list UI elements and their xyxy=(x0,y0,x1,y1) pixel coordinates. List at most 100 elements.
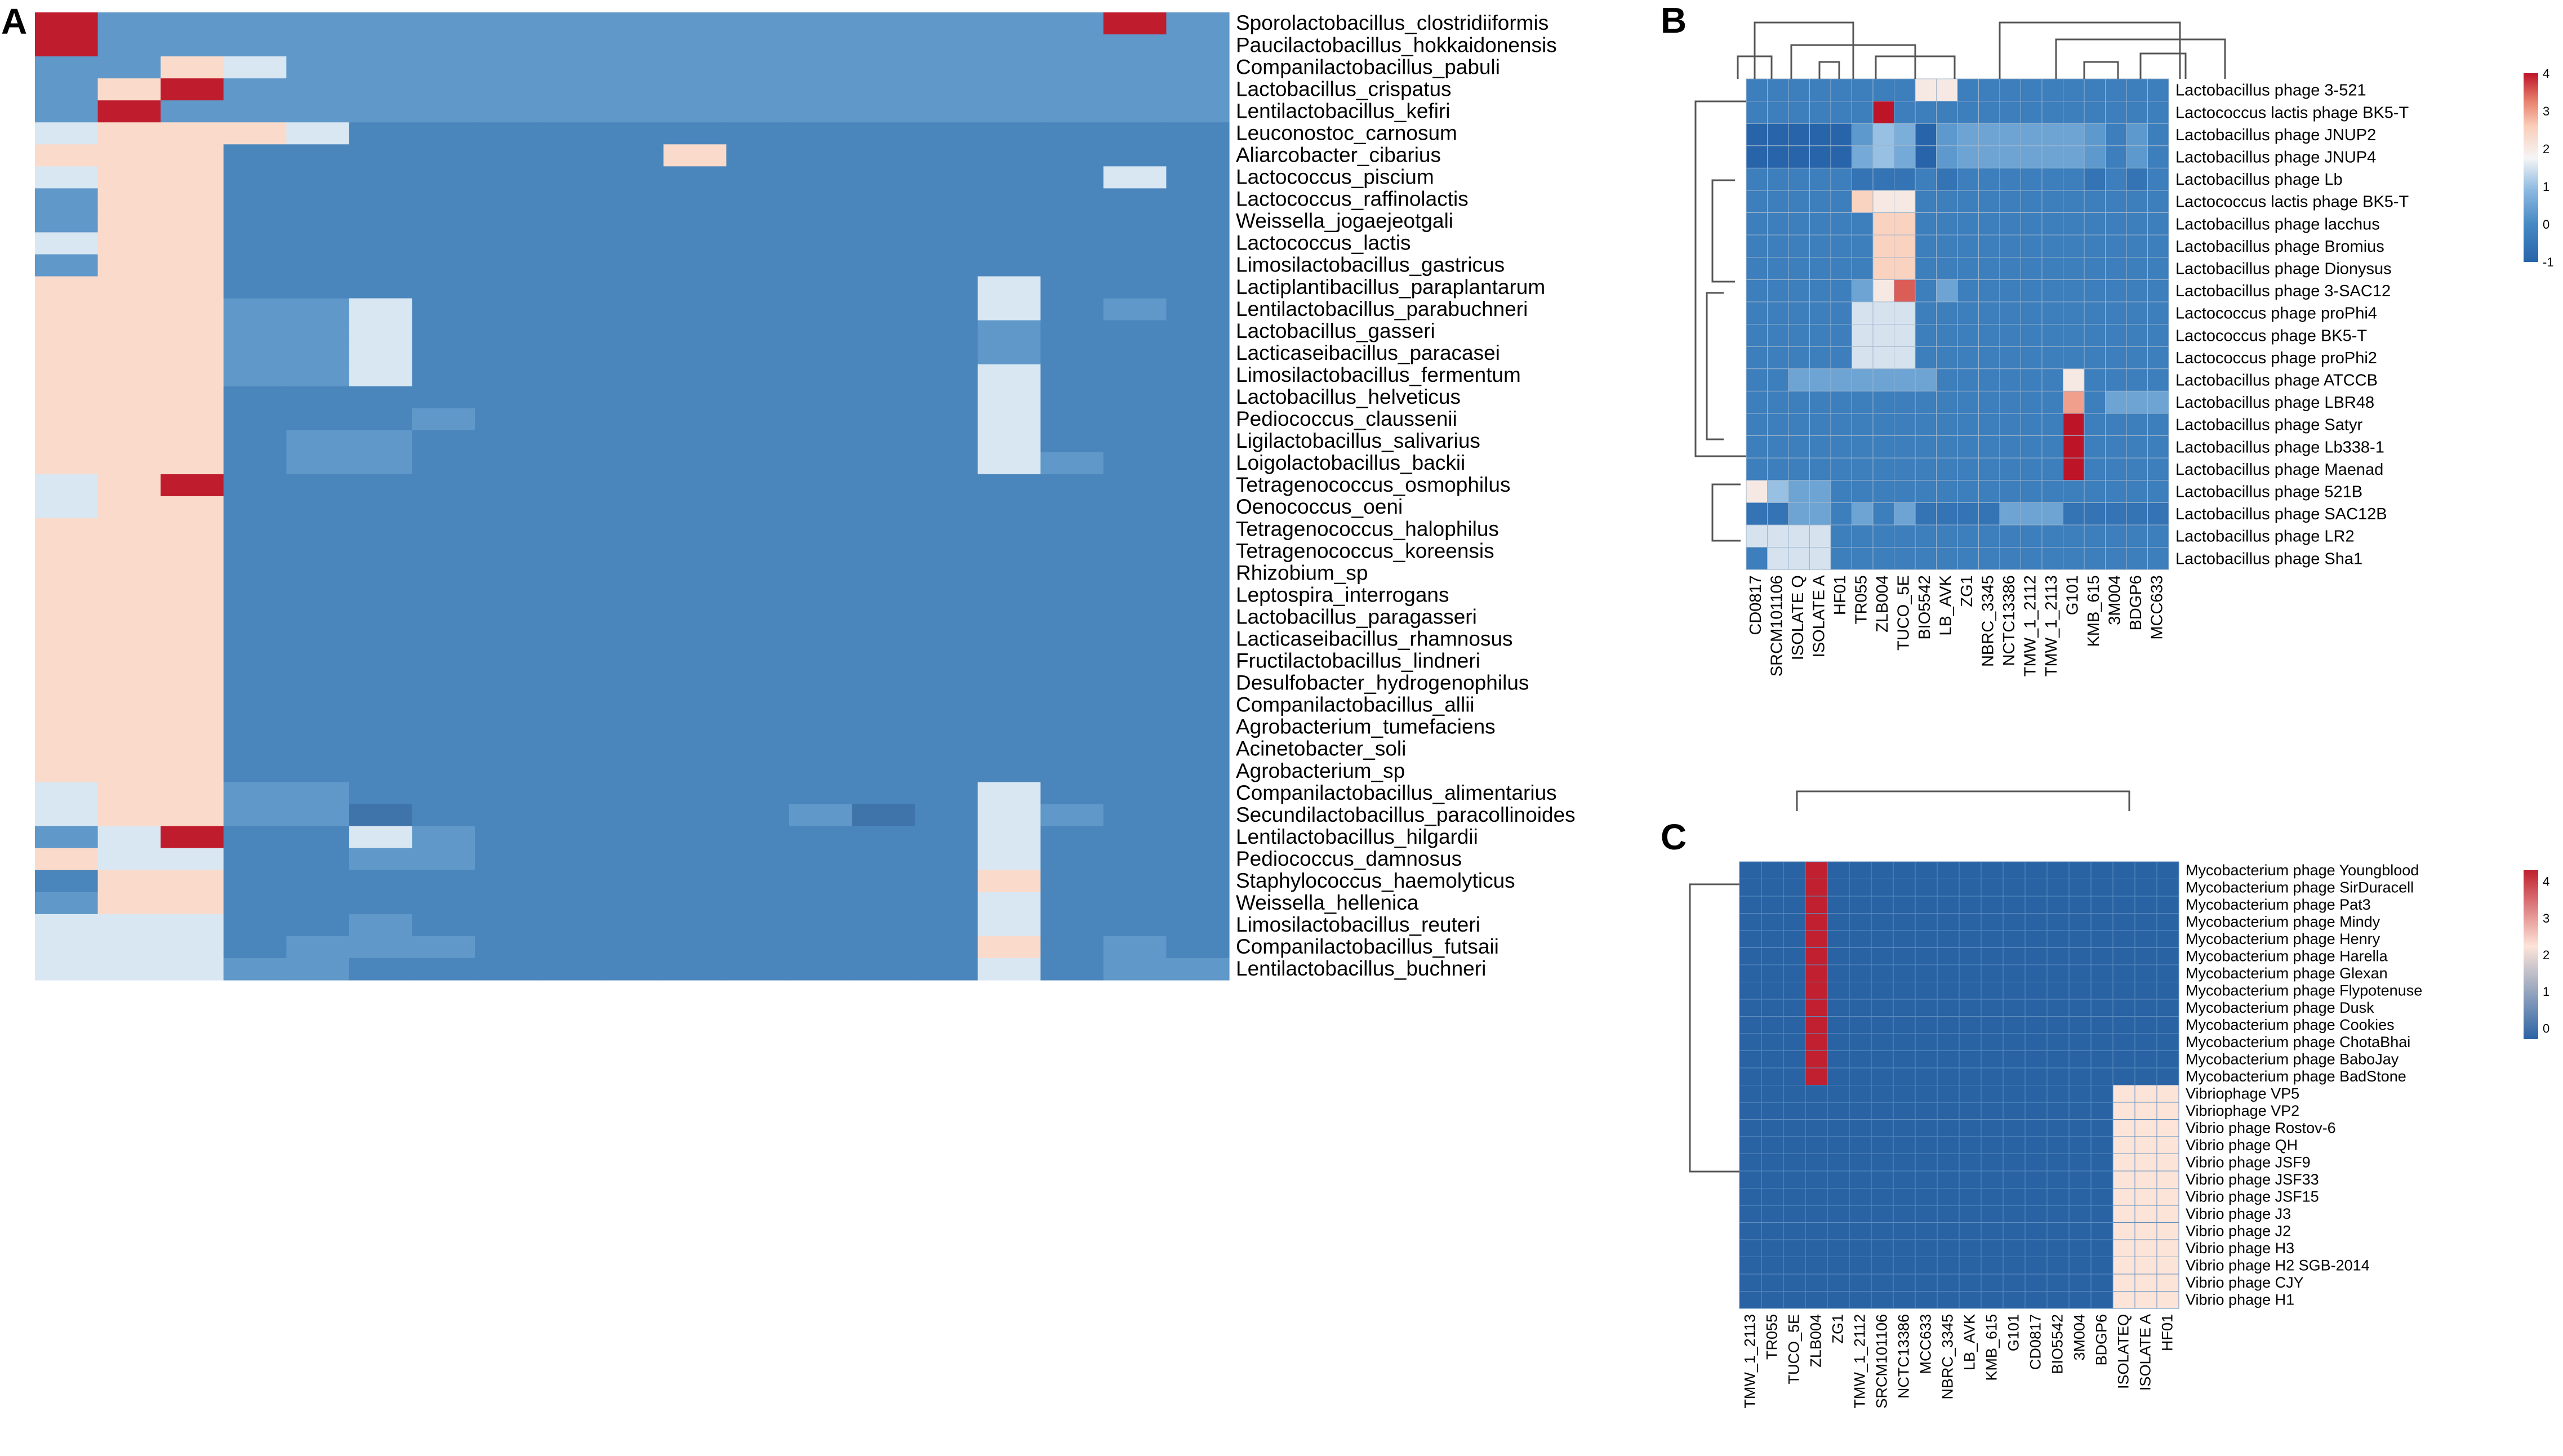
heatmap-a-cell xyxy=(537,606,601,629)
heatmap-c-col-label: ZG1 xyxy=(1829,1314,1846,1344)
heatmap-c-cell xyxy=(1959,947,1982,965)
heatmap-a-cell xyxy=(1040,496,1104,519)
heatmap-b-cell xyxy=(1830,547,1852,570)
heatmap-a-cell xyxy=(1103,408,1167,431)
heatmap-a-cell xyxy=(726,958,790,981)
heatmap-a-cell xyxy=(286,936,350,959)
heatmap-c-cell xyxy=(2024,1205,2048,1223)
heatmap-a-cell xyxy=(412,188,475,211)
heatmap-a-row-label: Lentilactobacillus_parabuchneri xyxy=(1236,297,1528,320)
heatmap-b-cell xyxy=(2126,435,2148,458)
heatmap-a-cell xyxy=(349,892,413,915)
heatmap-c-cell xyxy=(1981,1016,2004,1034)
heatmap-a-cell xyxy=(915,650,978,673)
heatmap-c-cell xyxy=(2003,1257,2026,1275)
heatmap-c-row-label: Vibrio phage J2 xyxy=(2186,1222,2291,1239)
heatmap-a-cell xyxy=(537,430,601,453)
heatmap-c-cell xyxy=(1739,1291,1762,1309)
heatmap-c-cell xyxy=(1981,1050,2004,1068)
heatmap-c-cell xyxy=(2134,930,2157,948)
heatmap-b-cell xyxy=(1957,524,1979,548)
heatmap-a-cell xyxy=(663,760,727,783)
heatmap-b-cell xyxy=(1999,324,2021,347)
heatmap-c-cell xyxy=(2090,1102,2113,1120)
heatmap-a-cell xyxy=(97,430,161,453)
heatmap-c-cell xyxy=(1761,1170,1784,1188)
heatmap-a-row-label: Lactococcus_lactis xyxy=(1236,231,1411,255)
heatmap-b-cell xyxy=(1915,301,1937,325)
heatmap-a-cell xyxy=(35,452,99,475)
heatmap-c-cell xyxy=(2024,1274,2048,1292)
heatmap-a-cell xyxy=(789,936,853,959)
heatmap-b-cell xyxy=(1957,167,1979,191)
heatmap-c-cell xyxy=(2068,999,2092,1017)
heatmap-c-cell xyxy=(1783,1222,1806,1240)
heatmap-a-cell xyxy=(1166,518,1230,541)
heatmap-a-cell xyxy=(349,430,413,453)
heatmap-c-cell xyxy=(1827,913,1850,931)
heatmap-b-cell xyxy=(2147,279,2169,302)
heatmap-b-cell xyxy=(1978,167,2000,191)
heatmap-b-cell xyxy=(1746,78,1768,102)
heatmap-a-cell xyxy=(1103,210,1167,233)
heatmap-c-cell xyxy=(1827,1102,1850,1120)
heatmap-c-cell xyxy=(1739,861,1762,879)
heatmap-b-cell xyxy=(1915,145,1937,168)
heatmap-c-cell xyxy=(2134,1085,2157,1103)
heatmap-c-cell xyxy=(1981,1136,2004,1154)
heatmap-a-cell xyxy=(852,540,915,563)
heatmap-c-row-label: Mycobacterium phage Dusk xyxy=(2186,999,2374,1016)
heatmap-c-cell xyxy=(2003,913,2026,931)
heatmap-b-cell xyxy=(2126,390,2148,414)
heatmap-c-cell xyxy=(2156,1154,2179,1172)
heatmap-a-cell xyxy=(286,342,350,365)
heatmap-a-cell xyxy=(1166,606,1230,629)
heatmap-b-cell xyxy=(1830,368,1852,391)
heatmap-b-cell xyxy=(1957,212,1979,235)
heatmap-c-cell xyxy=(2046,1119,2070,1137)
heatmap-c-cell xyxy=(1937,1274,1960,1292)
heatmap-a-cell xyxy=(726,276,790,299)
heatmap-b-cell xyxy=(1936,190,1958,213)
heatmap-c-cell xyxy=(2024,1119,2048,1137)
heatmap-b-cell xyxy=(2147,547,2169,570)
heatmap-a-cell xyxy=(412,298,475,321)
heatmap-a-cell xyxy=(161,320,224,343)
heatmap-a-cell xyxy=(789,804,853,827)
heatmap-a-cell xyxy=(475,188,539,211)
heatmap-a-cell xyxy=(97,496,161,519)
heatmap-a-cell xyxy=(97,738,161,761)
heatmap-b-cell xyxy=(1872,457,1894,481)
heatmap-b-col-label: BDGP6 xyxy=(2127,575,2145,630)
heatmap-a-cell xyxy=(852,804,915,827)
heatmap-b-cell xyxy=(1978,324,2000,347)
heatmap-b-col-label: HF01 xyxy=(1831,575,1849,615)
heatmap-c-cell xyxy=(2024,879,2048,897)
heatmap-a-cell xyxy=(852,56,915,79)
heatmap-a-cell xyxy=(97,650,161,673)
heatmap-c-cell xyxy=(2112,1274,2135,1292)
heatmap-a-cell xyxy=(663,34,727,57)
heatmap-b-cell xyxy=(1915,502,1937,526)
heatmap-b-cell xyxy=(2147,524,2169,548)
heatmap-a-cell xyxy=(223,122,287,145)
heatmap-a-cell xyxy=(97,540,161,563)
heatmap-b-cell xyxy=(1936,234,1958,258)
heatmap-c-cell xyxy=(1783,879,1806,897)
heatmap-b-cell xyxy=(1746,435,1768,458)
heatmap-a-cell xyxy=(1166,276,1230,299)
heatmap-b-cell xyxy=(1746,167,1768,191)
heatmap-c-cell xyxy=(1981,1239,2004,1257)
heatmap-c-row-label: Vibrio phage J3 xyxy=(2186,1205,2291,1222)
heatmap-a-cell xyxy=(1166,298,1230,321)
heatmap-b-cell xyxy=(1915,457,1937,481)
heatmap-a-cell xyxy=(663,540,727,563)
heatmap-a-cell xyxy=(537,782,601,805)
heatmap-c-cell xyxy=(1871,1291,1894,1309)
heatmap-c-cell xyxy=(1981,1067,2004,1085)
heatmap-b-cell xyxy=(2041,212,2063,235)
heatmap-b-cell xyxy=(2041,324,2063,347)
heatmap-a-cell xyxy=(1103,694,1167,717)
heatmap-b-cell xyxy=(1915,212,1937,235)
heatmap-a-cell xyxy=(349,804,413,827)
